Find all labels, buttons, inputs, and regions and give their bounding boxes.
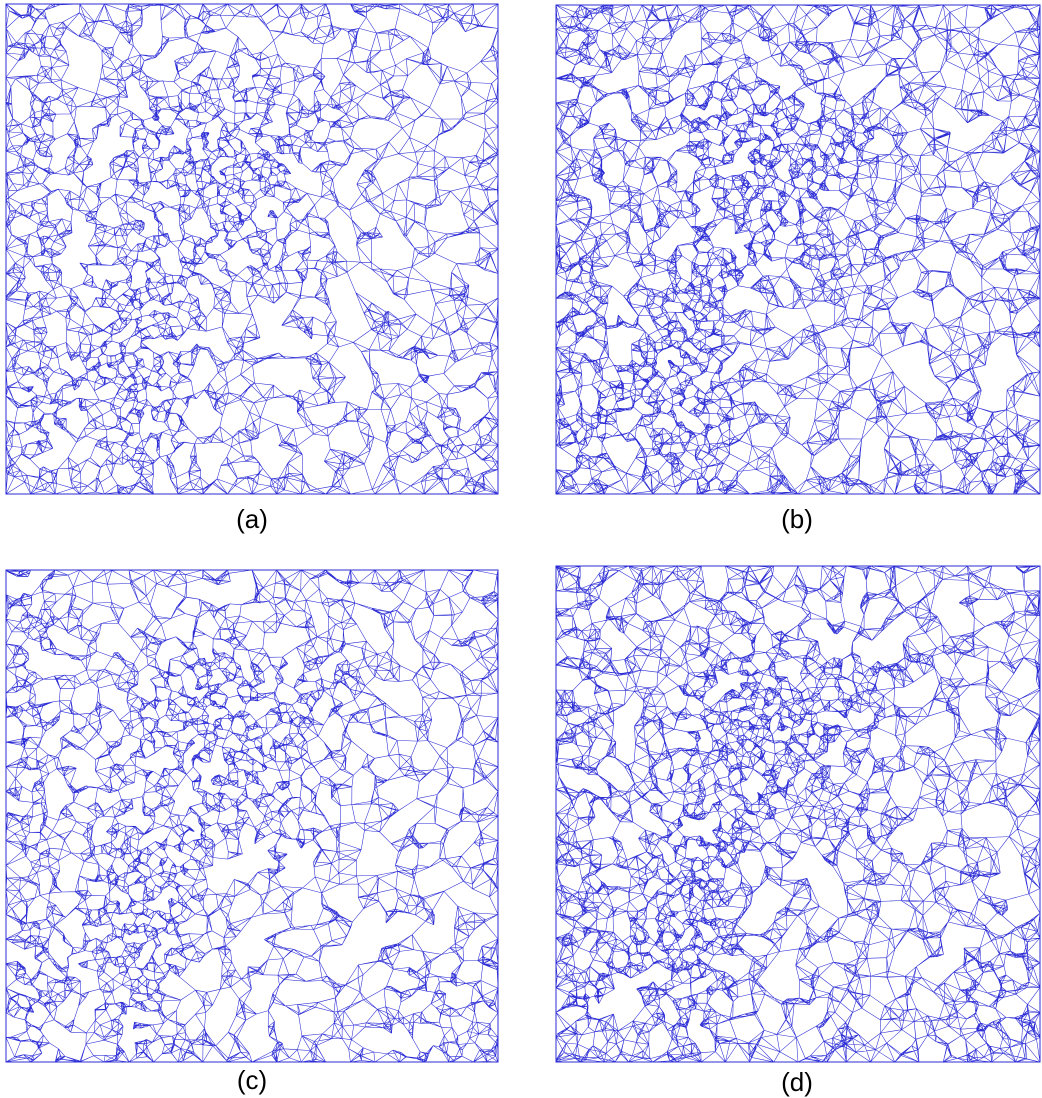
triangle-mesh — [556, 566, 1040, 1062]
panel: (c) — [6, 570, 498, 1095]
panel-frame — [556, 566, 1040, 1062]
caption: (b) — [781, 504, 813, 534]
figure: (a) (b) (c) (d) — [0, 0, 1042, 1098]
panel: (d) — [556, 566, 1040, 1097]
triangle-mesh — [6, 4, 498, 494]
panel: (b) — [556, 5, 1040, 534]
caption: (c) — [237, 1065, 267, 1095]
triangle-mesh — [556, 5, 1040, 494]
triangle-mesh — [6, 570, 498, 1062]
caption: (d) — [781, 1067, 813, 1097]
caption: (a) — [236, 504, 268, 534]
page: (a) (b) (c) (d) (() => { const data = JS… — [0, 0, 1042, 1098]
panel: (a) — [6, 4, 498, 534]
